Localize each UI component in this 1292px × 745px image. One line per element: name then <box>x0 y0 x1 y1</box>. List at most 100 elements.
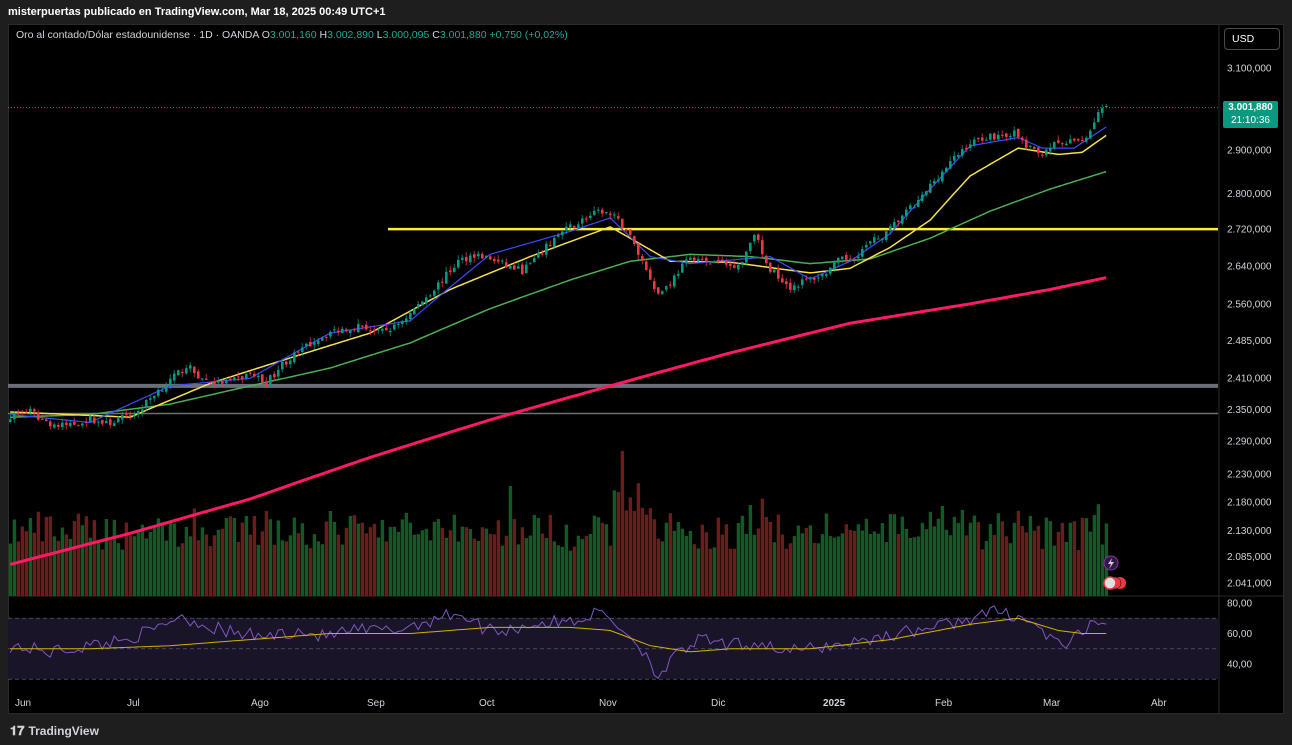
volume-bar <box>828 536 833 596</box>
candle-body <box>393 324 396 330</box>
volume-bar <box>980 549 985 596</box>
volume-bar <box>1100 544 1105 596</box>
volume-bar <box>912 537 917 596</box>
currency-button[interactable]: USD <box>1224 28 1280 50</box>
candle-body <box>337 330 340 333</box>
volume-bar <box>152 527 157 596</box>
volume-bar <box>120 549 125 596</box>
volume-bar <box>920 522 925 596</box>
volume-bar <box>504 535 509 596</box>
volume-bar <box>452 514 457 596</box>
candle-body <box>541 253 544 255</box>
candle-body <box>501 260 504 262</box>
candle-body <box>905 209 908 217</box>
candle-body <box>645 261 648 270</box>
volume-bar <box>916 536 921 596</box>
volume-bar <box>624 510 629 596</box>
volume-bar <box>1016 510 1021 596</box>
volume-bar <box>296 533 301 596</box>
price-tick-label: 2.640,000 <box>1227 261 1272 272</box>
volume-bar <box>600 522 605 596</box>
time-tick-label: Sep <box>367 698 385 709</box>
rsi-line <box>9 605 1107 679</box>
time-tick-label: Nov <box>599 698 617 709</box>
candle-body <box>965 147 968 150</box>
candle-body <box>445 271 448 284</box>
candle-body <box>529 262 532 264</box>
candle-body <box>341 328 344 333</box>
candle-body <box>757 234 760 240</box>
candle-body <box>557 235 560 237</box>
volume-bar <box>924 529 929 596</box>
volume-bar <box>256 544 261 596</box>
volume-bar <box>32 532 37 596</box>
volume-bar <box>340 544 345 596</box>
volume-bar <box>28 517 33 596</box>
volume-bar <box>336 534 341 596</box>
volume-bar <box>1028 516 1033 596</box>
volume-bar <box>908 537 913 596</box>
candle-body <box>221 381 224 384</box>
last-price-tag: 3.001,880 21:10:36 <box>1223 101 1278 128</box>
volume-bar <box>168 521 173 596</box>
candle-body <box>721 259 724 262</box>
volume-bar <box>180 543 185 596</box>
candle-body <box>785 281 788 285</box>
volume-bar <box>668 513 673 596</box>
volume-bar <box>996 513 1001 596</box>
candle-body <box>149 398 152 400</box>
candle-body <box>581 218 584 224</box>
volume-bar <box>664 522 669 596</box>
volume-bar <box>660 541 665 596</box>
volume-bar <box>940 505 945 596</box>
tradingview-logo[interactable]: 𝟏𝟕 TradingView <box>10 723 99 739</box>
flag-icon[interactable] <box>1103 576 1117 590</box>
volume-bar <box>804 527 809 596</box>
candle-body <box>193 366 196 373</box>
volume-bar <box>844 524 849 596</box>
candle-body <box>125 413 128 415</box>
volume-bar <box>400 519 405 596</box>
volume-bar <box>656 538 661 596</box>
candle-body <box>217 380 220 383</box>
volume-bar <box>632 511 637 596</box>
volume-bar <box>636 483 641 596</box>
volume-bar <box>780 534 785 596</box>
candle-body <box>813 277 816 280</box>
volume-bar <box>952 516 957 596</box>
candle-body <box>141 409 144 412</box>
volume-bar <box>700 524 705 596</box>
candle-body <box>301 347 304 353</box>
volume-bar <box>516 544 521 596</box>
volume-bar <box>116 543 121 596</box>
time-tick-label: Ago <box>251 698 269 709</box>
candle-body <box>317 340 320 344</box>
candle-body <box>229 378 232 380</box>
candle-body <box>61 422 64 427</box>
volume-bar <box>932 526 937 596</box>
candle-body <box>669 284 672 286</box>
candle-body <box>673 275 676 287</box>
candle-body <box>689 257 692 260</box>
volume-bar <box>544 538 549 596</box>
candle-body <box>117 418 120 423</box>
volume-bar <box>800 533 805 596</box>
chart-panel[interactable] <box>8 24 1284 714</box>
candle-body <box>417 304 420 308</box>
candle-body <box>553 237 556 247</box>
volume-bar <box>964 535 969 596</box>
volume-bar <box>868 533 873 596</box>
candle-body <box>349 330 352 333</box>
candle-body <box>153 395 156 399</box>
candle-body <box>1021 137 1024 141</box>
candle-body <box>681 263 684 273</box>
volume-bar <box>948 535 953 596</box>
candle-body <box>945 167 948 173</box>
volume-bar <box>764 516 769 596</box>
volume-bar <box>460 526 465 596</box>
candle-body <box>937 179 940 182</box>
volume-bar <box>388 526 393 596</box>
volume-bar <box>144 538 149 596</box>
volume-bar <box>408 522 413 596</box>
